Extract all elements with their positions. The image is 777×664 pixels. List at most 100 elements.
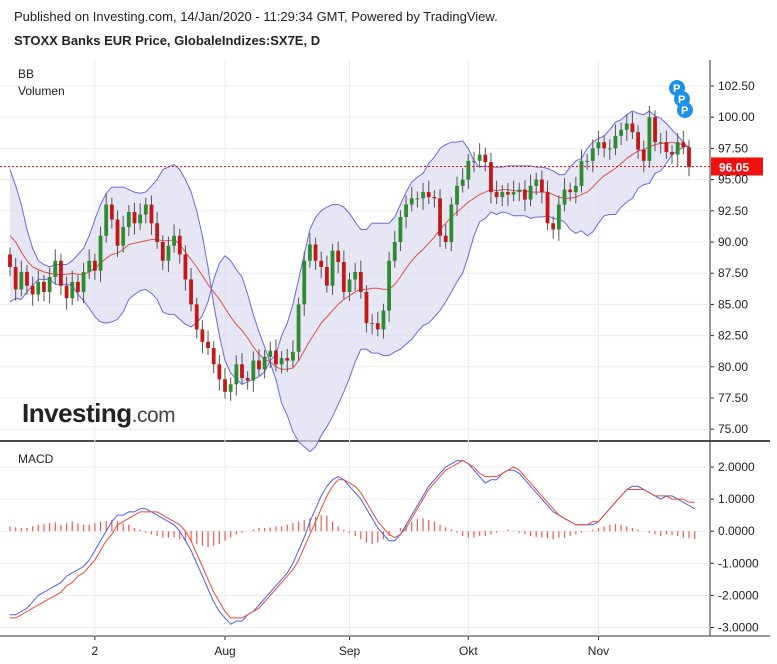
candle bbox=[347, 272, 352, 302]
signal-line bbox=[10, 460, 695, 619]
candle bbox=[109, 197, 114, 229]
candle-body bbox=[268, 350, 273, 357]
p-marker-label: P bbox=[673, 83, 680, 95]
candle-body bbox=[126, 212, 131, 228]
candle-body bbox=[155, 223, 160, 242]
candle-body bbox=[443, 235, 448, 242]
candle bbox=[194, 297, 199, 339]
candle-body bbox=[607, 148, 612, 150]
candle-body bbox=[387, 260, 392, 311]
candle bbox=[8, 247, 12, 277]
macd-tick-label: 0.0000 bbox=[718, 524, 755, 538]
candle-body bbox=[449, 204, 454, 242]
investing-logo: Investing.com bbox=[22, 398, 176, 428]
candle bbox=[687, 140, 691, 177]
upper-band-line bbox=[9, 110, 690, 385]
candle-body bbox=[590, 148, 595, 161]
candle-body bbox=[647, 117, 652, 161]
candle-body bbox=[670, 152, 674, 155]
candle bbox=[539, 170, 544, 204]
candle-body bbox=[189, 279, 193, 305]
candle bbox=[251, 351, 256, 392]
candle-body bbox=[217, 364, 222, 380]
price-tick-label: 82.50 bbox=[718, 329, 748, 343]
candle-body bbox=[426, 192, 431, 198]
candle bbox=[98, 226, 103, 283]
candle bbox=[511, 180, 516, 202]
candle-body bbox=[681, 142, 686, 148]
candle-body bbox=[64, 285, 69, 299]
candle-body bbox=[132, 212, 137, 224]
candle bbox=[341, 250, 346, 299]
candle-body bbox=[262, 356, 267, 370]
candle bbox=[155, 211, 160, 249]
candle-body bbox=[358, 271, 363, 292]
candle-body bbox=[240, 364, 244, 379]
candle bbox=[556, 195, 561, 241]
candle bbox=[30, 276, 35, 306]
candle bbox=[426, 180, 431, 204]
candle bbox=[319, 251, 324, 279]
candle-body bbox=[291, 351, 295, 361]
candle bbox=[76, 275, 80, 302]
candle-body bbox=[658, 142, 663, 144]
candle bbox=[206, 330, 210, 355]
candle-body bbox=[523, 189, 527, 200]
price-tick-label: 97.50 bbox=[718, 141, 748, 155]
candle bbox=[551, 216, 556, 239]
candle bbox=[42, 275, 46, 302]
price-tick-label: 87.50 bbox=[718, 266, 748, 280]
candle-body bbox=[619, 129, 623, 136]
candle bbox=[392, 230, 397, 268]
candle-body bbox=[138, 214, 143, 224]
candle bbox=[189, 268, 193, 312]
candle bbox=[421, 182, 425, 210]
price-tick-label: 90.00 bbox=[718, 235, 748, 249]
candle bbox=[92, 253, 97, 280]
candle-body bbox=[392, 241, 397, 261]
time-tick-label: Nov bbox=[588, 644, 609, 658]
candle-body bbox=[370, 323, 375, 325]
candle-body bbox=[183, 254, 188, 280]
candle bbox=[358, 260, 363, 299]
candle-body bbox=[500, 192, 505, 198]
candle-body bbox=[285, 358, 290, 361]
candle-body bbox=[506, 192, 510, 195]
candle bbox=[268, 341, 273, 369]
macd-tick-label: 2.0000 bbox=[718, 460, 755, 474]
candle bbox=[211, 341, 216, 374]
candle bbox=[523, 180, 527, 211]
candle bbox=[330, 243, 335, 295]
candle bbox=[409, 186, 414, 212]
time-tick-label: Sep bbox=[339, 644, 361, 658]
candle bbox=[528, 174, 533, 207]
candle-body bbox=[324, 266, 329, 286]
candle bbox=[307, 233, 312, 268]
candle bbox=[381, 303, 386, 339]
candle bbox=[87, 249, 92, 279]
candle bbox=[449, 197, 454, 252]
candle-body bbox=[70, 281, 75, 299]
macd-tick-label: -1.0000 bbox=[718, 556, 759, 570]
candle bbox=[500, 185, 505, 207]
candle-body bbox=[76, 281, 80, 292]
candle-body bbox=[353, 271, 358, 280]
candle-body bbox=[274, 350, 278, 365]
candle-body bbox=[228, 384, 233, 392]
candle-body bbox=[364, 291, 369, 324]
lower-band-line bbox=[9, 145, 690, 453]
candle bbox=[613, 124, 618, 156]
candle bbox=[472, 151, 476, 173]
panel-frames bbox=[0, 60, 770, 637]
candle-body bbox=[149, 204, 154, 224]
candle-body bbox=[347, 279, 352, 292]
candle bbox=[545, 180, 550, 231]
p-marker-badge bbox=[677, 102, 693, 118]
candle bbox=[240, 352, 244, 385]
candle-body bbox=[511, 192, 516, 195]
candle-body bbox=[528, 185, 533, 200]
time-axis: 2AugSepOktNov2020 bbox=[92, 636, 609, 658]
candle-body bbox=[517, 189, 522, 193]
candle-body bbox=[98, 235, 103, 271]
candle bbox=[19, 260, 24, 297]
